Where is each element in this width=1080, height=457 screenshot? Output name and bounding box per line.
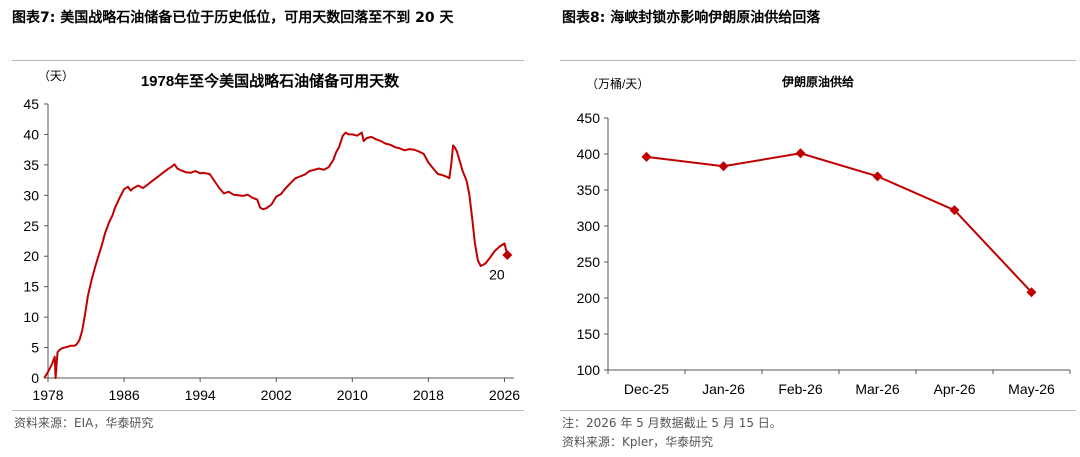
x-tick-label: 2018: [413, 387, 444, 403]
y-tick-label: 300: [577, 218, 601, 234]
data-point-marker: [718, 161, 729, 172]
y-tick-label: 350: [577, 182, 601, 198]
x-tick-label: 2002: [261, 387, 292, 403]
figure-7-title: 图表7: 美国战略石油储备已位于历史低位，可用天数回落至不到 20 天: [12, 10, 454, 26]
figure-8-note: 注：2026 年 5 月数据截止 5 月 15 日。: [562, 416, 782, 430]
figure-7-top-rule: [12, 60, 524, 61]
latest-value-label: 20: [489, 266, 505, 282]
figure-7-source: 资料来源：EIA，华泰研究: [14, 416, 154, 430]
iran-crude-supply-chart: 伊朗原油供给 （万桶/天） 100 150 200 250 300 350 400 450 Dec-…: [577, 74, 1071, 397]
y-tick-label: 450: [577, 110, 601, 126]
data-point-marker: [949, 205, 960, 216]
x-category-label: Mar-26: [855, 381, 900, 397]
y-tick-label: 25: [23, 218, 39, 234]
y-tick-label: 0: [31, 370, 39, 386]
x-tick-label: 2026: [489, 387, 520, 403]
y-tick-label: 100: [577, 362, 601, 378]
figure-7-bottom-rule: [12, 410, 524, 411]
y-tick-label: 20: [23, 248, 39, 264]
figure-7-panel: 图表7: 美国战略石油储备已位于历史低位，可用天数回落至不到 20 天 1978…: [0, 0, 530, 457]
data-point-marker: [795, 148, 806, 159]
x-category-label: Apr-26: [933, 381, 975, 397]
y-tick-label: 15: [23, 279, 39, 295]
y-tick-label: 45: [23, 96, 39, 112]
y-tick-label: 35: [23, 157, 39, 173]
chart-title: 伊朗原油供给: [781, 74, 854, 89]
spr-days-series-line: [43, 131, 508, 379]
figure-8-bottom-rule: [560, 410, 1076, 411]
y-tick-label: 200: [577, 290, 601, 306]
x-tick-label: 1978: [32, 387, 63, 403]
x-tick-label: 2010: [337, 387, 368, 403]
chart-title: 1978年至今美国战略石油储备可用天数: [141, 72, 400, 90]
data-point-marker: [1026, 287, 1037, 298]
x-category-label: May-26: [1008, 381, 1055, 397]
x-tick-label: 1994: [185, 387, 216, 403]
y-tick-label: 5: [31, 340, 39, 356]
figure-8-source: 资料来源：Kpler，华泰研究: [562, 435, 714, 449]
y-tick-label: 30: [23, 187, 39, 203]
figure-8-top-rule: [560, 60, 1076, 61]
y-axis-unit-label: （天）: [38, 69, 74, 83]
x-tick-label: 1986: [109, 387, 140, 403]
y-tick-label: 400: [577, 146, 601, 162]
figure-8-panel: 图表8: 海峡封锁亦影响伊朗原油供给回落 伊朗原油供给 （万桶/天） 100 150 2…: [556, 0, 1080, 457]
x-category-label: Dec-25: [624, 381, 669, 397]
data-point-marker: [872, 171, 883, 182]
y-tick-label: 10: [23, 309, 39, 325]
y-tick-label: 40: [23, 126, 39, 142]
y-tick-label: 250: [577, 254, 601, 270]
figure-8-title: 图表8: 海峡封锁亦影响伊朗原油供给回落: [562, 10, 821, 26]
y-axis-unit-label: （万桶/天）: [586, 76, 649, 91]
data-point-marker: [641, 151, 652, 162]
spr-days-chart: 1978年至今美国战略石油储备可用天数 （天） 0 5 10 15 20 25 30 35 40 45…: [23, 69, 520, 403]
latest-value-marker: [502, 250, 513, 261]
x-category-label: Jan-26: [702, 381, 745, 397]
x-category-label: Feb-26: [778, 381, 823, 397]
iran-supply-series-line: [646, 152, 1033, 293]
y-tick-label: 150: [577, 326, 601, 342]
